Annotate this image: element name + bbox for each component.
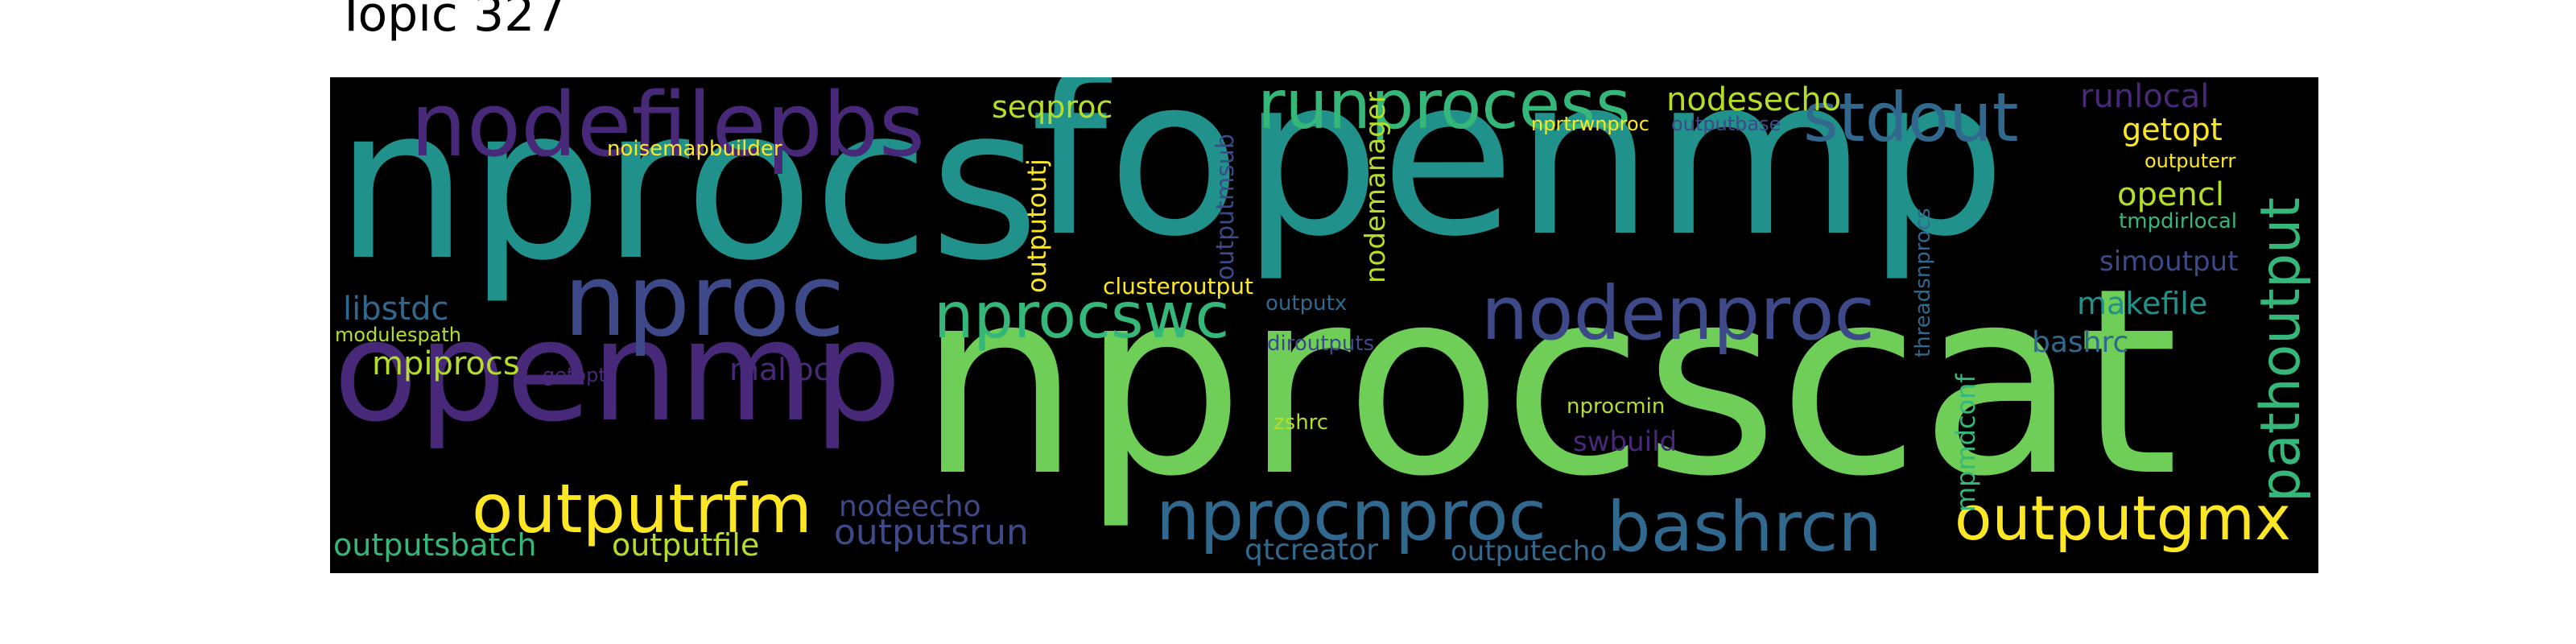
word-nprtrwnproc: nprtrwnproc [1531,113,1649,135]
word-nodeecho: nodeecho [839,490,981,523]
word-diroutputs: diroutputs [1267,332,1375,356]
word-fopenmp: fopenmp [1030,77,2007,285]
word-bashrcn: bashrcn [1607,487,1882,568]
chart-title: Topic 327 [336,0,566,43]
word-nodefilepbs: nodefilepbs [411,77,925,176]
word-outputmsub: outputmsub [1212,134,1240,280]
word-getopt: getopt [2122,112,2223,147]
word-mpmdconf: mpmdconf [1951,374,1981,512]
word-seqproc: seqproc [992,89,1113,125]
word-nproc: nproc [564,243,845,359]
word-simoutput: simoutput [2099,246,2239,278]
word-tmpdirlocal: tmpdirlocal [2119,209,2238,233]
word-noisemapbuilder: noisemapbuilder [607,137,782,161]
word-swbuild: swbuild [1573,426,1678,458]
word-outputerr: outputerr [2145,150,2236,172]
word-outputoutj: outputoutj [1022,159,1052,293]
word-modulespath: modulespath [335,324,462,346]
word-threadsnprocs: threadsnprocs [1911,208,1935,357]
word-outputfile: outputfile [612,527,760,563]
word-nprocscat: nprocscat [918,233,2179,533]
word-clusteroutput: clusteroutput [1103,273,1253,299]
word-cloud: nprocscat fopenmp nprocs openmp nproc no… [330,77,2318,573]
word-outputx: outputx [1265,291,1348,316]
word-nprocswc: nprocswc [934,280,1230,353]
word-malloc: malloc [729,352,831,387]
word-openmp: openmp [333,291,902,452]
word-getopts: getopts [543,364,617,386]
word-bashrc: bashrc [2032,326,2129,359]
word-qtcreator: qtcreator [1245,534,1378,567]
word-runprocess: runprocess [1257,77,1631,144]
word-nodenproc: nodenproc [1481,270,1875,357]
word-zshrc: zshrc [1274,411,1329,435]
word-outputsrun: outputsrun [834,512,1029,553]
word-nodemanager: nodemanager [1360,92,1392,283]
word-opencl: opencl [2117,176,2224,213]
word-makefile: makefile [2077,286,2208,321]
word-outputecho: outputecho [1451,535,1608,568]
word-runlocal: runlocal [2080,78,2210,115]
word-outputrfm: outputrfm [472,469,812,548]
word-outputsbatch: outputsbatch [333,527,537,563]
word-mpiprocs: mpiprocs [372,345,520,382]
word-pathoutput: pathoutput [2249,197,2313,502]
word-nprocs: nprocs [335,77,1040,307]
word-nodesecho: nodesecho [1666,81,1842,118]
word-libstdc: libstdc [343,291,449,328]
word-nprocnproc: nprocnproc [1156,476,1546,556]
word-outputbase: outputbase [1671,113,1781,135]
word-stdout: stdout [1803,78,2019,157]
word-outputgmx: outputgmx [1955,482,2291,554]
word-nprocmin: nprocmin [1567,394,1666,419]
